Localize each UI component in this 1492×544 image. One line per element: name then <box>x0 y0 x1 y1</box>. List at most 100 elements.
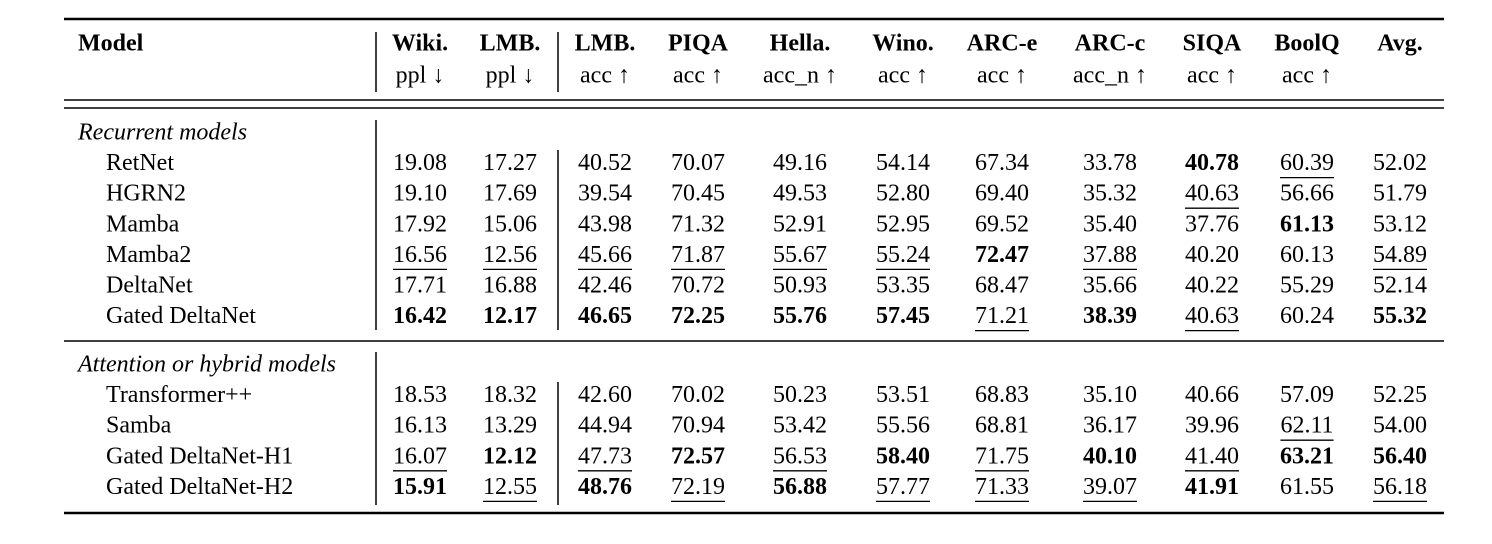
cell-value: 70.94 <box>671 413 725 439</box>
cell-value: 57.77 <box>876 474 930 500</box>
model-name: Gated DeltaNet <box>106 303 256 329</box>
cell-value: 52.25 <box>1373 382 1427 408</box>
cell-value: 70.72 <box>671 273 725 299</box>
cell-value: 71.21 <box>975 303 1029 329</box>
column-header: Hella. <box>770 31 831 57</box>
cell-value: 13.29 <box>483 413 537 439</box>
cell-value: 54.89 <box>1373 242 1427 268</box>
cell-value: 72.19 <box>671 474 725 500</box>
column-metric: ppl ↓ <box>396 63 445 89</box>
cell-value: 71.33 <box>975 474 1029 500</box>
cell-value: 16.88 <box>483 273 537 299</box>
cell-value: 61.55 <box>1280 474 1334 500</box>
cell-value: 40.10 <box>1083 443 1137 469</box>
cell-value: 41.91 <box>1185 474 1239 500</box>
cell-value: 40.52 <box>578 150 632 176</box>
cell-value: 69.52 <box>975 211 1029 237</box>
cell-value: 35.40 <box>1083 211 1137 237</box>
cell-value: 50.23 <box>773 382 827 408</box>
cell-value: 49.16 <box>773 150 827 176</box>
column-header: PIQA <box>668 31 729 57</box>
cell-value: 35.32 <box>1083 181 1137 207</box>
cell-value: 70.07 <box>671 150 725 176</box>
cell-value: 48.76 <box>578 474 632 500</box>
model-name: RetNet <box>106 150 174 176</box>
cell-value: 17.27 <box>483 150 537 176</box>
group-title: Attention or hybrid models <box>76 352 336 378</box>
cell-value: 52.80 <box>876 181 930 207</box>
cell-value: 36.17 <box>1083 413 1137 439</box>
cell-value: 52.95 <box>876 211 930 237</box>
cell-value: 44.94 <box>578 413 632 439</box>
cell-value: 61.13 <box>1280 211 1334 237</box>
cell-value: 39.96 <box>1185 413 1239 439</box>
model-name: Gated DeltaNet-H1 <box>106 443 293 469</box>
cell-value: 63.21 <box>1280 443 1334 469</box>
cell-value: 56.18 <box>1373 474 1427 500</box>
cell-value: 71.75 <box>975 443 1029 469</box>
model-header: Model <box>78 31 144 57</box>
column-header: ARC-e <box>967 31 1038 57</box>
cell-value: 53.51 <box>876 382 930 408</box>
group-title: Recurrent models <box>77 120 247 146</box>
cell-value: 68.83 <box>975 382 1029 408</box>
cell-value: 35.10 <box>1083 382 1137 408</box>
column-header: Wino. <box>872 31 934 57</box>
column-metric: acc_n ↑ <box>1073 63 1147 89</box>
cell-value: 39.54 <box>578 181 632 207</box>
cell-value: 67.34 <box>975 150 1029 176</box>
cell-value: 37.76 <box>1185 211 1239 237</box>
cell-value: 17.71 <box>393 273 447 299</box>
model-name: Gated DeltaNet-H2 <box>106 474 293 500</box>
column-header: LMB. <box>575 31 636 57</box>
column-metric: acc ↑ <box>977 63 1027 89</box>
cell-value: 60.13 <box>1280 242 1334 268</box>
cell-value: 40.20 <box>1185 242 1239 268</box>
cell-value: 46.65 <box>578 303 632 329</box>
cell-value: 38.39 <box>1083 303 1137 329</box>
cell-value: 56.40 <box>1373 443 1427 469</box>
cell-value: 47.73 <box>578 443 632 469</box>
cell-value: 37.88 <box>1083 242 1137 268</box>
cell-value: 16.42 <box>393 303 447 329</box>
cell-value: 60.39 <box>1280 150 1334 176</box>
cell-value: 17.92 <box>393 211 447 237</box>
cell-value: 16.13 <box>393 413 447 439</box>
cell-value: 33.78 <box>1083 150 1137 176</box>
cell-value: 56.53 <box>773 443 827 469</box>
cell-value: 16.56 <box>393 242 447 268</box>
cell-value: 42.46 <box>578 273 632 299</box>
cell-value: 55.76 <box>773 303 827 329</box>
cell-value: 39.07 <box>1083 474 1137 500</box>
cell-value: 54.14 <box>876 150 930 176</box>
cell-value: 12.12 <box>483 443 537 469</box>
cell-value: 53.35 <box>876 273 930 299</box>
cell-value: 50.93 <box>773 273 827 299</box>
column-metric: ppl ↓ <box>486 63 535 89</box>
cell-value: 41.40 <box>1185 443 1239 469</box>
column-header: BoolQ <box>1274 31 1339 57</box>
cell-value: 57.09 <box>1280 382 1334 408</box>
cell-value: 40.66 <box>1185 382 1239 408</box>
cell-value: 52.02 <box>1373 150 1427 176</box>
cell-value: 56.88 <box>773 474 827 500</box>
cell-value: 51.79 <box>1373 181 1427 207</box>
cell-value: 53.42 <box>773 413 827 439</box>
model-name: Transformer++ <box>106 382 252 408</box>
model-name: DeltaNet <box>106 273 193 299</box>
column-metric: acc ↑ <box>878 63 928 89</box>
cell-value: 72.47 <box>975 242 1029 268</box>
cell-value: 62.11 <box>1280 413 1333 439</box>
cell-value: 70.45 <box>671 181 725 207</box>
column-metric: acc ↑ <box>580 63 630 89</box>
cell-value: 15.06 <box>483 211 537 237</box>
cell-value: 55.24 <box>876 242 930 268</box>
cell-value: 53.12 <box>1373 211 1427 237</box>
cell-value: 19.10 <box>393 181 447 207</box>
cell-value: 35.66 <box>1083 273 1137 299</box>
column-metric: acc ↑ <box>1187 63 1237 89</box>
cell-value: 60.24 <box>1280 303 1334 329</box>
column-metric: acc_n ↑ <box>763 63 837 89</box>
cell-value: 72.25 <box>671 303 725 329</box>
